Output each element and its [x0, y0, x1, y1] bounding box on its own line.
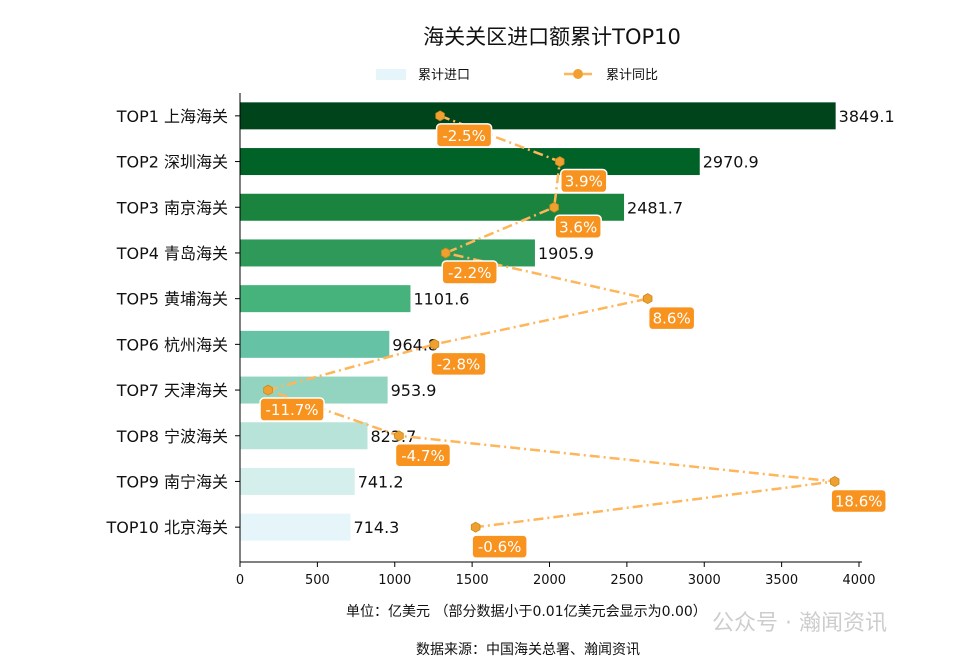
bar-value-label: 2481.7 [627, 198, 683, 217]
source-note: 数据来源：中国海关总署、瀚闻资讯 [416, 642, 640, 658]
y-tick-label: TOP1 上海海关 [116, 107, 228, 126]
y-tick-label: TOP8 宁波海关 [116, 427, 228, 446]
yoy-label-box [435, 123, 493, 148]
y-tick-label: TOP9 南宁海关 [116, 472, 228, 491]
bar-value-label: 3849.1 [839, 107, 895, 126]
x-tick-label: 3500 [765, 573, 798, 588]
yoy-label-box [259, 397, 325, 422]
yoy-marker [555, 156, 565, 168]
yoy-marker [440, 247, 451, 259]
yoy-label: 18.6% [835, 492, 883, 510]
yoy-label-box [441, 260, 498, 285]
y-tick-label: TOP6 杭州海关 [116, 335, 228, 354]
yoy-label: -2.5% [442, 127, 486, 145]
bar-value-label: 714.3 [354, 518, 400, 537]
x-tick-label: 500 [305, 573, 330, 588]
chart-title: 海关关区进口额累计TOP10 [423, 25, 681, 49]
watermark: 公众号 · 瀚闻资讯 [712, 611, 887, 636]
legend-swatch-bar [376, 69, 406, 80]
yoy-label: 8.6% [653, 310, 691, 328]
y-tick-label: TOP7 天津海关 [116, 381, 228, 400]
x-tick-label: 2000 [533, 573, 566, 588]
bar [240, 422, 368, 450]
bar-value-label: 741.2 [358, 472, 404, 491]
yoy-label-box [560, 168, 608, 194]
bar [240, 330, 390, 358]
yoy-label: -0.6% [478, 538, 522, 556]
yoy-marker [642, 293, 653, 305]
yoy-line [263, 114, 835, 529]
y-tick-label: TOP3 南京海关 [116, 198, 228, 217]
bar [240, 285, 411, 313]
yoy-label: -2.2% [448, 264, 492, 282]
yoy-label-box [830, 488, 887, 514]
x-tick-label: 4000 [842, 573, 875, 588]
bar [240, 102, 836, 130]
yoy-marker [435, 110, 445, 122]
x-tick-label: 1000 [378, 573, 411, 588]
x-axis-label: 单位：亿美元 （部分数据小于0.01亿美元会显示为0.00） [346, 604, 707, 620]
bar-value-label: 953.9 [391, 381, 437, 400]
x-tick-label: 0 [236, 573, 244, 588]
x-tick-label: 2500 [610, 573, 643, 588]
yoy-marker [263, 384, 273, 396]
y-tick-label: TOP2 深圳海关 [116, 153, 228, 172]
y-tick-label: TOP10 北京海关 [106, 518, 228, 537]
yoy-label-box [394, 443, 452, 468]
yoy-marker [549, 201, 559, 213]
yoy-label-box [554, 214, 602, 239]
yoy-label-box [647, 305, 696, 331]
legend-label-line: 累计同比 [606, 68, 658, 83]
bar [240, 148, 700, 176]
yoy-marker [429, 338, 440, 350]
legend: 累计进口 累计同比 [376, 68, 658, 83]
legend-label-bar: 累计进口 [418, 68, 470, 83]
bar [240, 513, 351, 541]
bar-value-label: 964.8 [392, 335, 438, 354]
yoy-label: 3.6% [559, 218, 597, 236]
yoy-marker [394, 430, 404, 442]
yoy-label: -2.8% [437, 355, 481, 373]
x-tick-label: 1500 [456, 573, 489, 588]
yoy-label: 3.9% [565, 173, 603, 191]
bar [240, 467, 355, 495]
y-tick-label: TOP4 青岛海关 [116, 244, 228, 263]
bar-value-label: 2970.9 [703, 153, 759, 172]
bar-value-label: 1905.9 [538, 244, 594, 263]
yoy-label-box [430, 351, 487, 377]
yoy-label: -11.7% [266, 401, 319, 419]
yoy-marker [830, 476, 840, 487]
bar-value-label: 823.7 [370, 427, 416, 446]
bar-value-label: 1101.6 [413, 290, 469, 309]
yoy-label-box [471, 534, 528, 559]
yoy-marker [470, 521, 481, 533]
yoy-label: -4.7% [401, 447, 445, 465]
legend-marker [573, 69, 583, 79]
y-tick-label: TOP5 黄埔海关 [116, 290, 228, 309]
x-tick-label: 3000 [688, 573, 721, 588]
